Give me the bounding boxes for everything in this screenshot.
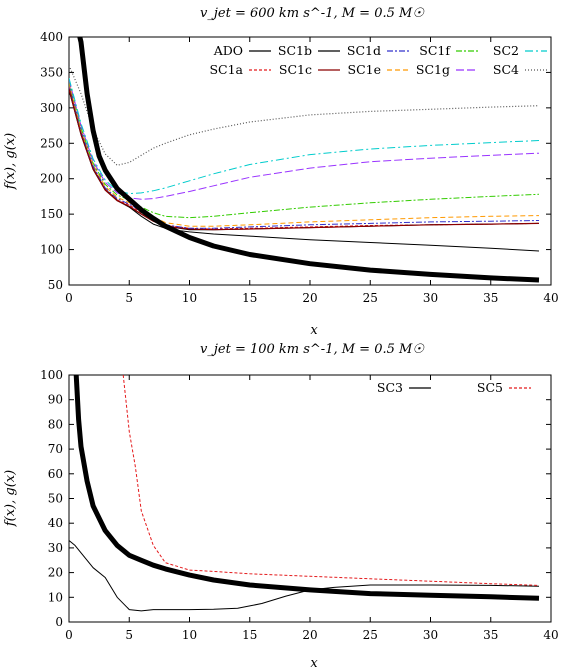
legend-label: SC1b: [278, 43, 312, 58]
bottom-panel-x-label: x: [310, 656, 318, 671]
series-line-sc1e: [69, 82, 540, 227]
x-tick-label: 20: [302, 628, 317, 642]
y-tick-label: 250: [40, 136, 63, 150]
series-line-thick-curve: [77, 37, 540, 283]
y-tick-label: 100: [40, 243, 63, 257]
series-line-ado: [69, 86, 540, 252]
legend-label: SC1d: [347, 43, 381, 58]
y-tick-label: 80: [48, 417, 63, 431]
series-line-sc5: [122, 375, 540, 586]
x-tick-label: 30: [423, 291, 438, 305]
legend-label: SC1c: [279, 62, 312, 77]
series-line-sc1g: [69, 79, 540, 200]
bottom-panel-y-label: f(x), g(x): [3, 470, 18, 527]
x-tick-label: 5: [125, 628, 133, 642]
y-tick-label: 0: [55, 615, 63, 629]
x-tick-label: 35: [483, 291, 498, 305]
y-tick-label: 300: [40, 101, 63, 115]
series-line-sc2: [69, 77, 540, 195]
y-tick-label: 10: [48, 590, 63, 604]
x-tick-label: 20: [302, 291, 317, 305]
legend-label: SC5: [477, 380, 503, 395]
x-tick-label: 10: [182, 291, 197, 305]
x-tick-label: 10: [182, 628, 197, 642]
x-tick-label: 5: [125, 291, 133, 305]
x-tick-label: 15: [242, 628, 257, 642]
series-line-thick-curve: [73, 375, 540, 601]
y-tick-label: 60: [48, 467, 63, 481]
series-line-sc4: [69, 65, 540, 166]
x-tick-label: 40: [543, 628, 558, 642]
x-tick-label: 40: [543, 291, 558, 305]
legend-label: SC3: [377, 380, 403, 395]
y-tick-label: 400: [40, 30, 63, 44]
y-tick-label: 150: [40, 207, 63, 221]
bottom-panel-title: v_jet = 100 km s^-1, M = 0.5 M☉: [200, 342, 425, 357]
x-tick-label: 25: [363, 628, 378, 642]
top-panel: 0 5 10 15 20 25 30 35 40 50 100 150 200 250 300 350 400 A…: [40, 30, 559, 305]
x-tick-label: 30: [423, 628, 438, 642]
top-panel-title: v_jet = 600 km s^-1, M = 0.5 M☉: [200, 6, 425, 21]
y-tick-label: 90: [48, 393, 63, 407]
legend-label: SC4: [493, 62, 519, 77]
x-tick-label: 0: [65, 291, 73, 305]
y-tick-label: 70: [48, 442, 63, 456]
legend-label: SC1f: [419, 43, 451, 58]
x-tick-label: 0: [65, 628, 73, 642]
y-tick-label: 40: [48, 516, 63, 530]
legend-label: ADO: [213, 43, 243, 58]
legend-label: SC1e: [348, 62, 381, 77]
y-tick-label: 350: [40, 65, 63, 79]
y-tick-label: 20: [48, 566, 63, 580]
top-panel-x-label: x: [310, 323, 318, 338]
top-panel-y-label: f(x), g(x): [3, 133, 18, 190]
bottom-panel: 0 5 10 15 20 25 30 35 40 0 10 20 30 40 50 60 70 80 90 100 SC…: [40, 368, 559, 642]
x-tick-label: 15: [242, 291, 257, 305]
legend-label: SC1a: [209, 62, 243, 77]
y-tick-label: 200: [40, 172, 63, 186]
series-line-sc1f: [69, 80, 540, 219]
legend-label: SC2: [493, 43, 519, 58]
y-tick-label: 30: [48, 541, 63, 555]
y-tick-label: 50: [48, 492, 63, 506]
y-tick-label: 50: [48, 278, 63, 292]
x-tick-label: 35: [483, 628, 498, 642]
y-tick-label: 100: [40, 368, 63, 382]
legend-label: SC1g: [416, 62, 450, 77]
x-tick-label: 25: [363, 291, 378, 305]
series-line-sc3: [69, 540, 540, 612]
